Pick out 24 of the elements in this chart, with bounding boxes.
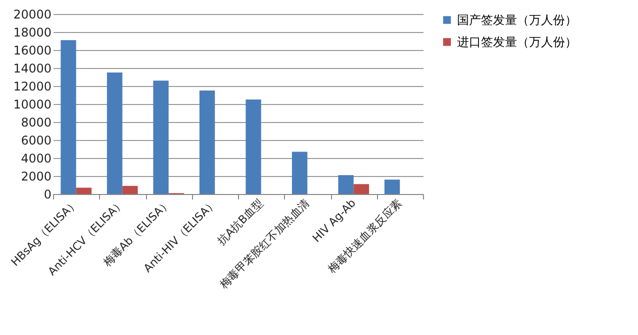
bar <box>76 188 92 194</box>
bar <box>338 175 354 194</box>
bar <box>122 186 138 194</box>
y-tick-label: 16000 <box>13 44 52 58</box>
bar <box>199 90 215 194</box>
bar <box>60 40 76 194</box>
y-tick-label: 8000 <box>20 116 52 130</box>
bar <box>106 72 122 194</box>
bar <box>354 184 370 194</box>
y-tick-label: 10000 <box>13 98 52 112</box>
legend-label: 进口签发量（万人份） <box>457 35 577 49</box>
y-tick-label: 12000 <box>13 80 52 94</box>
y-tick-label: 6000 <box>20 134 52 148</box>
y-tick-label: 2000 <box>20 170 52 184</box>
y-tick-label: 0 <box>44 188 52 202</box>
bar <box>246 100 262 194</box>
y-tick-label: 14000 <box>13 62 52 76</box>
bar <box>153 80 169 194</box>
y-tick-label: 18000 <box>13 26 52 40</box>
y-tick-label: 4000 <box>20 152 52 166</box>
bar <box>384 180 400 194</box>
legend-label: 国产签发量（万人份） <box>457 13 577 27</box>
y-tick-label: 20000 <box>13 8 52 22</box>
bar <box>292 152 308 194</box>
